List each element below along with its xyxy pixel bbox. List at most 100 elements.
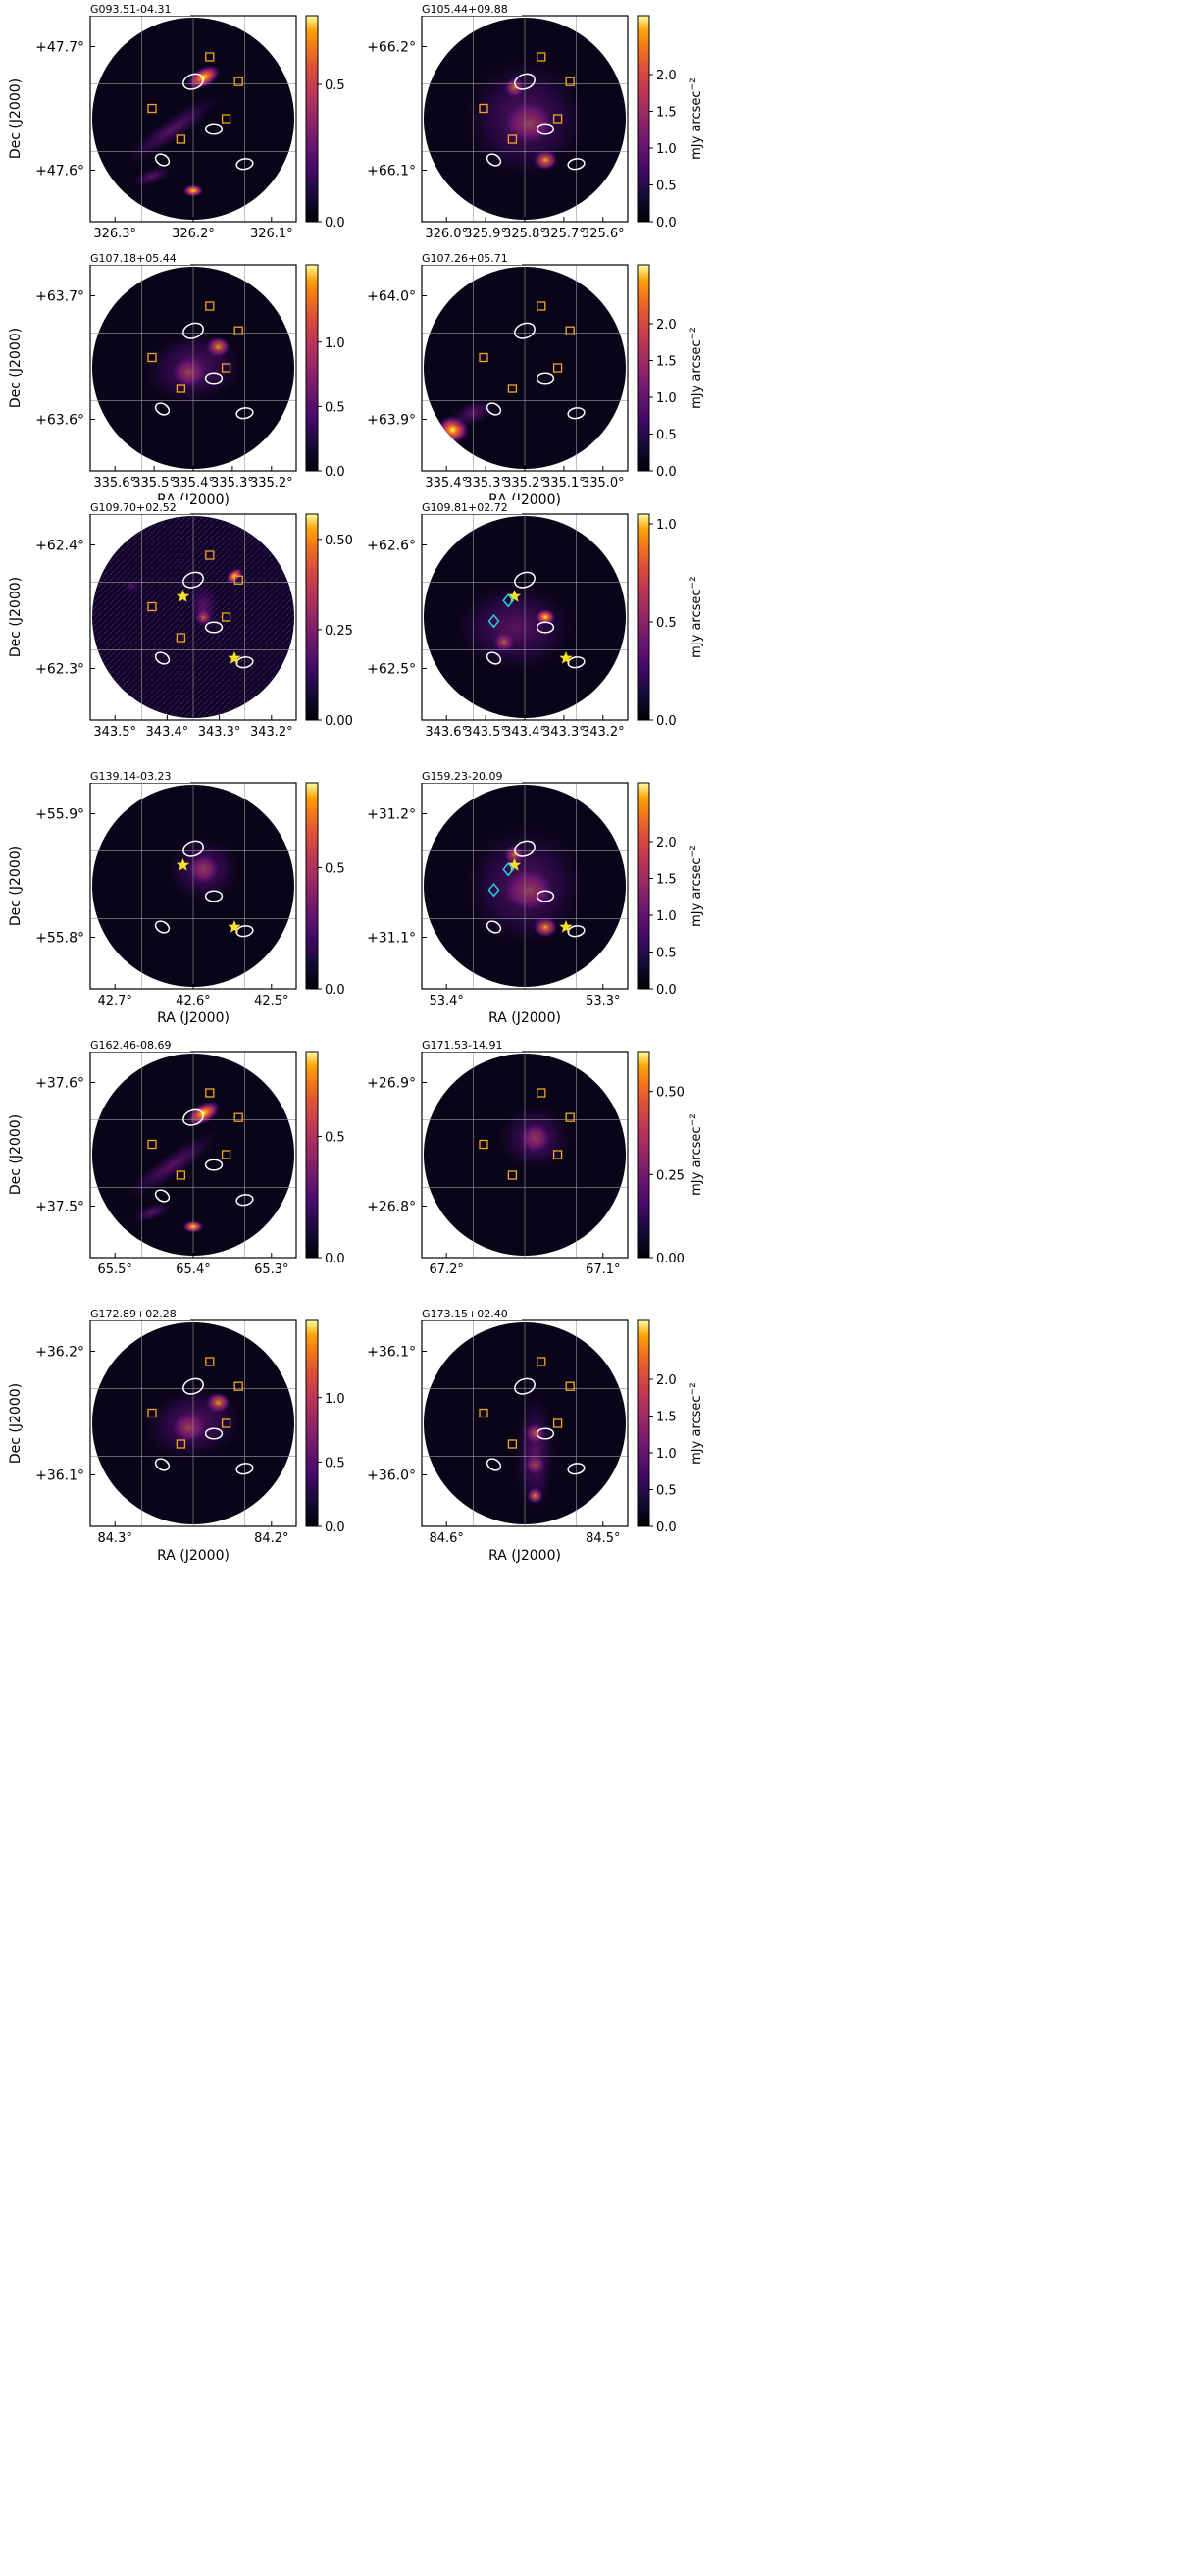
source-square-marker — [147, 1139, 157, 1150]
source-square-marker — [552, 114, 563, 124]
colorbar-tick-label: 0.50 — [656, 1086, 685, 1101]
x-tick-label: 42.7° — [97, 994, 131, 1008]
source-ellipse-marker — [567, 407, 586, 420]
catalog-markers — [147, 550, 254, 669]
colorbar — [305, 264, 319, 472]
coordinate-grid — [422, 265, 628, 471]
y-tick-label: +31.1° — [367, 931, 416, 947]
panel-title-box — [418, 2, 522, 16]
colorbar-tick-label: 0.5 — [325, 78, 345, 93]
source-square-marker — [233, 575, 243, 585]
source-star-marker — [176, 858, 190, 871]
source-square-marker — [205, 1088, 215, 1098]
colorbar-tick-label: 0.0 — [325, 983, 345, 998]
source-square-marker — [221, 114, 231, 124]
emission-feature — [132, 166, 172, 187]
source-square-marker — [507, 384, 518, 393]
colorbar-tick-label: 2.0 — [656, 1373, 677, 1388]
colorbar-unit-label: mJy arcsec−2 — [689, 1382, 704, 1465]
x-tick-label: 325.8° — [503, 227, 546, 241]
emission-feature — [123, 580, 140, 592]
source-ellipse-marker — [235, 925, 254, 938]
emission-feature — [132, 1202, 172, 1223]
panel-title-box — [86, 2, 190, 16]
source-square-marker — [565, 1381, 575, 1391]
y-tick-label: +47.7° — [35, 40, 84, 56]
colorbar-tick-label: 2.0 — [656, 836, 677, 850]
colorbar — [637, 264, 650, 472]
colorbar — [305, 1319, 319, 1527]
panel-title: G159.23-20.09 — [422, 770, 502, 783]
x-tick-label: 84.5° — [586, 1531, 620, 1546]
emission-feature — [186, 582, 221, 632]
colorbar-tick-label: 2.0 — [656, 318, 677, 333]
colorbar-tick-label: 0.5 — [656, 180, 677, 194]
x-axis-label: RA (J2000) — [157, 1010, 230, 1026]
panel-title-box — [418, 251, 522, 265]
x-tick-label: 53.3° — [586, 994, 620, 1008]
source-star-marker — [176, 590, 190, 602]
x-tick-label: 42.6° — [176, 994, 210, 1008]
source-square-marker — [565, 326, 575, 335]
source-ellipse-marker — [567, 656, 586, 669]
panel-title-box — [86, 1307, 190, 1320]
y-tick-label: +47.6° — [35, 164, 84, 180]
source-star-marker — [559, 651, 573, 664]
colorbar-tick-label: 0.5 — [656, 1484, 677, 1499]
panel-G109.70+02.52: G109.70+02.52 343.5° 343.4° 343.3° 343.2° +62… — [8, 500, 353, 740]
source-diamond-marker — [487, 883, 500, 898]
x-tick-label: 343.3° — [198, 725, 241, 740]
source-ellipse-marker — [567, 925, 586, 938]
source-square-marker — [221, 612, 231, 622]
source-star-marker — [228, 651, 241, 664]
x-tick-label: 325.9° — [464, 227, 507, 241]
y-axis-label: Dec (J2000) — [8, 328, 24, 408]
colorbar-tick-label: 0.00 — [325, 714, 353, 729]
colorbar-tick-label: 0.0 — [656, 983, 677, 998]
coordinate-grid — [422, 783, 628, 989]
source-square-marker — [479, 1408, 488, 1418]
catalog-markers — [486, 840, 586, 938]
catalog-markers — [479, 1088, 575, 1180]
x-tick-label: 335.5° — [132, 476, 176, 490]
y-tick-label: +36.0° — [367, 1468, 416, 1484]
source-star-marker — [228, 920, 241, 933]
x-tick-label: 343.6° — [425, 725, 468, 740]
y-tick-label: +37.6° — [35, 1076, 84, 1092]
colorbar-unit-text: mJy arcsec — [690, 1126, 704, 1195]
coordinate-grid — [422, 1052, 628, 1258]
x-tick-label: 326.3° — [93, 227, 136, 241]
y-tick-label: +62.3° — [35, 662, 84, 678]
x-tick-label: 335.2° — [250, 476, 293, 490]
coordinate-grid — [422, 16, 628, 222]
catalog-markers — [147, 301, 254, 420]
colorbar-tick-label: 0.0 — [656, 216, 677, 231]
colorbar-unit-text: mJy arcsec — [690, 857, 704, 926]
panel-title-box — [418, 500, 522, 514]
emission-layer — [166, 836, 241, 902]
y-tick-label: +63.7° — [35, 289, 84, 305]
colorbar — [305, 1051, 319, 1259]
colorbar-tick-label: 0.0 — [325, 465, 345, 480]
colorbar-tick-label: 1.0 — [656, 1447, 677, 1462]
source-diamond-marker — [502, 593, 515, 608]
source-square-marker — [479, 1139, 488, 1150]
panel-G162.46-08.69: G162.46-08.69 65.5° 65.4° 65.3° +37.6° +37.5°… — [8, 1038, 345, 1277]
y-tick-label: +63.6° — [35, 413, 84, 429]
emission-layer — [514, 1392, 556, 1517]
source-ellipse-marker — [486, 402, 502, 416]
source-square-marker — [479, 352, 488, 363]
panel-G093.51-04.31: G093.51-04.31 326.3° 326.2° 326.1° +47.7° +47… — [8, 2, 345, 241]
axes-frame — [421, 1319, 629, 1527]
source-square-marker — [205, 301, 215, 311]
source-ellipse-marker — [536, 890, 555, 902]
source-square-marker — [507, 1170, 518, 1180]
coordinate-grid — [422, 514, 628, 720]
source-square-marker — [507, 134, 518, 144]
source-square-marker — [221, 1150, 231, 1159]
y-tick-label: +37.5° — [35, 1200, 84, 1215]
source-ellipse-marker — [182, 571, 204, 589]
source-ellipse-marker — [536, 1427, 555, 1440]
x-tick-label: 335.4° — [425, 476, 468, 490]
panel-title: G107.18+05.44 — [90, 252, 177, 265]
